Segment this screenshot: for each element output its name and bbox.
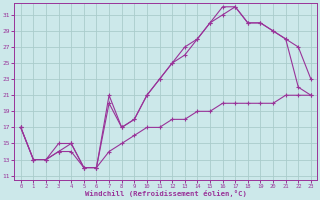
X-axis label: Windchill (Refroidissement éolien,°C): Windchill (Refroidissement éolien,°C) bbox=[85, 190, 247, 197]
